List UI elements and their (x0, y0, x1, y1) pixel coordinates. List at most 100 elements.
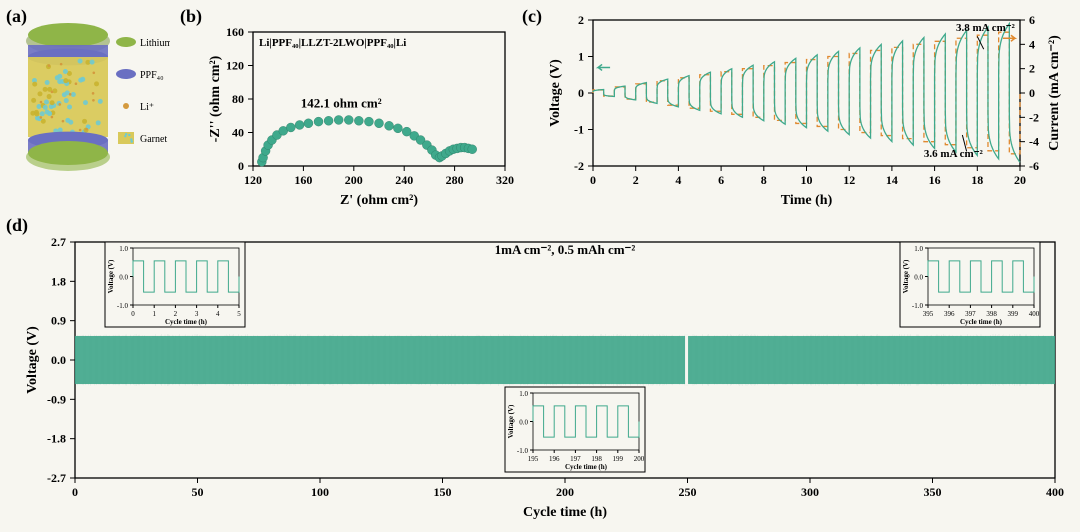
svg-text:300: 300 (801, 485, 819, 499)
svg-text:1.0: 1.0 (519, 390, 528, 398)
svg-text:12: 12 (843, 173, 855, 187)
svg-text:160: 160 (294, 173, 312, 187)
svg-text:16: 16 (929, 173, 941, 187)
svg-text:Cycle time (h): Cycle time (h) (523, 505, 607, 520)
svg-text:2: 2 (1029, 62, 1035, 76)
svg-text:Li|PPF₄₀|LLZT-2LWO|PPF₄₀|Li: Li|PPF₄₀|LLZT-2LWO|PPF₄₀|Li (259, 37, 406, 49)
svg-text:-2.7: -2.7 (47, 471, 66, 485)
svg-text:160: 160 (226, 25, 244, 39)
svg-text:197: 197 (570, 455, 581, 463)
svg-text:1.8: 1.8 (51, 274, 66, 288)
svg-text:2.7: 2.7 (51, 235, 66, 249)
svg-text:250: 250 (679, 485, 697, 499)
panel-d-chart: 050100150200250300350400-2.7-1.8-0.90.00… (20, 222, 1070, 522)
svg-text:400: 400 (1046, 485, 1064, 499)
svg-text:400: 400 (1029, 310, 1040, 318)
svg-text:-1: -1 (574, 123, 584, 137)
svg-text:20: 20 (1014, 173, 1026, 187)
svg-text:0.9: 0.9 (51, 314, 66, 328)
svg-text:399: 399 (1008, 310, 1019, 318)
svg-text:-4: -4 (1029, 135, 1039, 149)
svg-text:4: 4 (216, 310, 220, 318)
svg-text:1.0: 1.0 (914, 245, 923, 253)
svg-text:100: 100 (311, 485, 329, 499)
svg-text:398: 398 (986, 310, 997, 318)
svg-text:Voltage (V): Voltage (V) (107, 259, 115, 293)
svg-text:40: 40 (232, 126, 244, 140)
svg-text:0: 0 (578, 86, 584, 100)
svg-text:-0.9: -0.9 (47, 392, 66, 406)
svg-text:1: 1 (578, 50, 584, 64)
svg-text:Cycle time (h): Cycle time (h) (165, 318, 208, 326)
svg-text:3.6 mA cm⁻²: 3.6 mA cm⁻² (924, 148, 984, 160)
svg-text:10: 10 (801, 173, 813, 187)
svg-text:1.0: 1.0 (119, 245, 128, 253)
svg-text:150: 150 (434, 485, 452, 499)
svg-text:200: 200 (345, 173, 363, 187)
svg-text:80: 80 (232, 92, 244, 106)
svg-text:1: 1 (152, 310, 156, 318)
svg-text:14: 14 (886, 173, 898, 187)
svg-text:0.0: 0.0 (119, 274, 128, 282)
panel-a-schematic: LithiumPPF₄₀Li⁺Garnet (20, 20, 170, 200)
svg-text:3.8 mA cm⁻²: 3.8 mA cm⁻² (956, 22, 1016, 34)
svg-text:0: 0 (238, 159, 244, 173)
svg-text:198: 198 (591, 455, 602, 463)
svg-text:120: 120 (226, 59, 244, 73)
svg-text:0.0: 0.0 (51, 353, 66, 367)
svg-text:Voltage (V): Voltage (V) (25, 326, 40, 394)
svg-text:200: 200 (634, 455, 645, 463)
svg-text:Time (h): Time (h) (781, 193, 833, 208)
svg-text:240: 240 (395, 173, 413, 187)
svg-text:0: 0 (1029, 86, 1035, 100)
svg-text:8: 8 (761, 173, 767, 187)
svg-text:4: 4 (1029, 37, 1035, 51)
svg-text:Z' (ohm cm²): Z' (ohm cm²) (340, 193, 418, 208)
svg-text:5: 5 (237, 310, 241, 318)
svg-text:0.0: 0.0 (914, 274, 923, 282)
svg-text:Cycle time (h): Cycle time (h) (565, 463, 608, 471)
svg-text:120: 120 (244, 173, 262, 187)
svg-text:3: 3 (195, 310, 199, 318)
svg-text:-1.0: -1.0 (517, 447, 529, 455)
svg-text:280: 280 (446, 173, 464, 187)
svg-text:Cycle time (h): Cycle time (h) (960, 318, 1003, 326)
svg-text:200: 200 (556, 485, 574, 499)
svg-text:2: 2 (578, 13, 584, 27)
svg-text:1mA cm⁻², 0.5 mAh cm⁻²: 1mA cm⁻², 0.5 mAh cm⁻² (495, 242, 636, 257)
svg-text:4: 4 (675, 173, 681, 187)
svg-text:396: 396 (944, 310, 955, 318)
svg-text:0: 0 (590, 173, 596, 187)
svg-text:195: 195 (528, 455, 539, 463)
svg-text:-1.0: -1.0 (117, 302, 129, 310)
panel-c-label: (c) (522, 6, 542, 27)
svg-text:Voltage (V): Voltage (V) (902, 259, 910, 293)
svg-text:397: 397 (965, 310, 976, 318)
svg-text:0.0: 0.0 (519, 419, 528, 427)
svg-text:199: 199 (613, 455, 624, 463)
svg-text:0: 0 (131, 310, 135, 318)
svg-text:-2: -2 (574, 159, 584, 173)
svg-text:50: 50 (192, 485, 204, 499)
svg-text:PPF₄₀: PPF₄₀ (140, 70, 164, 81)
svg-text:Voltage (V): Voltage (V) (548, 59, 563, 127)
svg-text:2: 2 (174, 310, 178, 318)
svg-text:Li⁺: Li⁺ (140, 102, 154, 113)
svg-text:18: 18 (971, 173, 983, 187)
svg-text:320: 320 (496, 173, 514, 187)
svg-text:6: 6 (718, 173, 724, 187)
svg-text:142.1 ohm cm²: 142.1 ohm cm² (301, 95, 382, 110)
svg-text:-1.0: -1.0 (912, 302, 924, 310)
panel-b-label: (b) (180, 6, 202, 27)
svg-text:-6: -6 (1029, 159, 1039, 173)
svg-text:0: 0 (72, 485, 78, 499)
svg-text:-Z'' (ohm cm²): -Z'' (ohm cm²) (208, 55, 223, 142)
svg-text:-1.8: -1.8 (47, 432, 66, 446)
svg-text:Garnet: Garnet (140, 134, 167, 145)
svg-text:Voltage (V): Voltage (V) (507, 404, 515, 438)
svg-text:6: 6 (1029, 13, 1035, 27)
svg-text:196: 196 (549, 455, 560, 463)
svg-text:Current (mA cm⁻²): Current (mA cm⁻²) (1047, 35, 1062, 151)
svg-text:350: 350 (924, 485, 942, 499)
svg-text:395: 395 (923, 310, 934, 318)
